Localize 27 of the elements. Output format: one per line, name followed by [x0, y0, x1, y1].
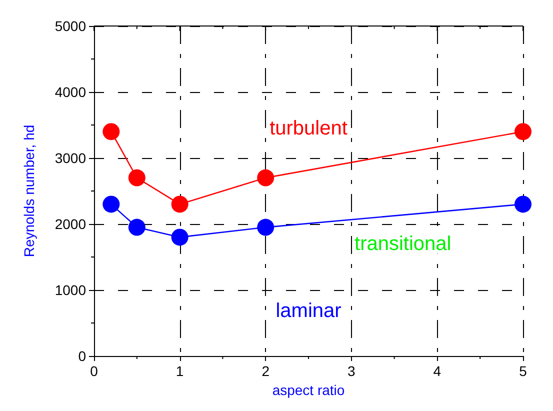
y-tick-label: 1000 [54, 282, 86, 298]
point [128, 218, 146, 236]
x-tick-label: 2 [262, 363, 270, 379]
y-tick-label: 4000 [54, 84, 86, 100]
point [257, 169, 274, 186]
point [514, 196, 532, 213]
point [128, 169, 146, 186]
annotation: transitional [354, 232, 452, 255]
annotation: turbulent [270, 117, 348, 140]
x-tick-label: 1 [176, 363, 184, 379]
x-tick-label: 4 [433, 363, 442, 379]
x-tick-label: 3 [348, 363, 356, 379]
annotation: laminar [276, 300, 342, 322]
point [171, 228, 188, 246]
y-tick-label: 5000 [54, 18, 86, 34]
y-tick-label: 3000 [54, 150, 86, 166]
x-tick-label: 5 [519, 363, 528, 379]
y-tick-label: 2000 [54, 216, 86, 232]
x-axis-title: aspect ratio [272, 382, 345, 398]
point [171, 196, 188, 213]
point [102, 196, 120, 213]
x-tick-label: 0 [90, 363, 98, 379]
point [514, 123, 532, 140]
point [257, 218, 274, 236]
y-tick-label: 0 [78, 348, 86, 364]
y-axis-title: Reynolds number, hd [21, 124, 37, 258]
point [102, 123, 120, 140]
